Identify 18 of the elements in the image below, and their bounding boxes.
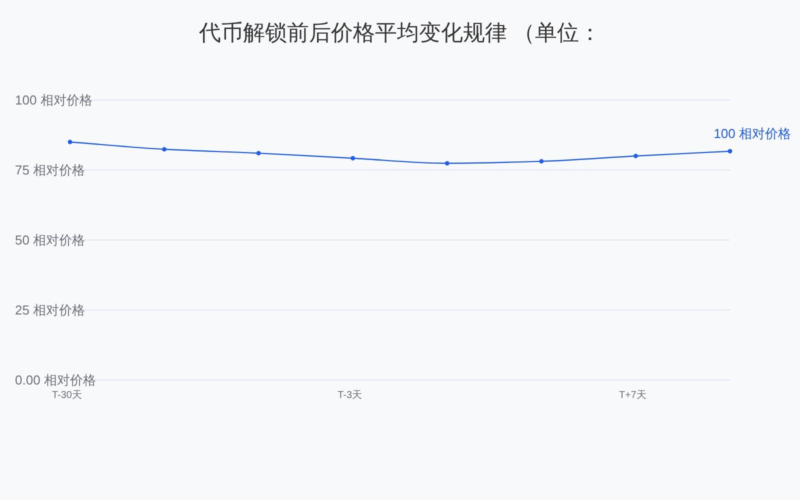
y-tick-label: 0.00 相对价格 — [15, 372, 96, 388]
point — [350, 156, 356, 160]
y-tick-label: 100 相对价格 — [15, 92, 92, 108]
point — [162, 147, 166, 152]
annotation: 100 相对价格 — [714, 126, 791, 142]
point — [68, 140, 72, 144]
y-tick-label: 75 相对价格 — [15, 162, 86, 178]
point — [728, 149, 732, 154]
y-tick-label: 25 相对价格 — [15, 302, 86, 318]
y-tick-label: 50 相对价格 — [15, 232, 86, 248]
point — [634, 154, 638, 158]
point — [256, 151, 261, 156]
point — [539, 159, 544, 164]
x-tick-label: T-3天 — [338, 390, 362, 401]
x-tick-label: T+7天 — [618, 390, 646, 401]
point — [444, 161, 450, 166]
x-tick-label: T-30天 — [52, 390, 82, 401]
chart-title: 代币解锁前后价格平均变化规律 （单位： — [198, 20, 602, 45]
